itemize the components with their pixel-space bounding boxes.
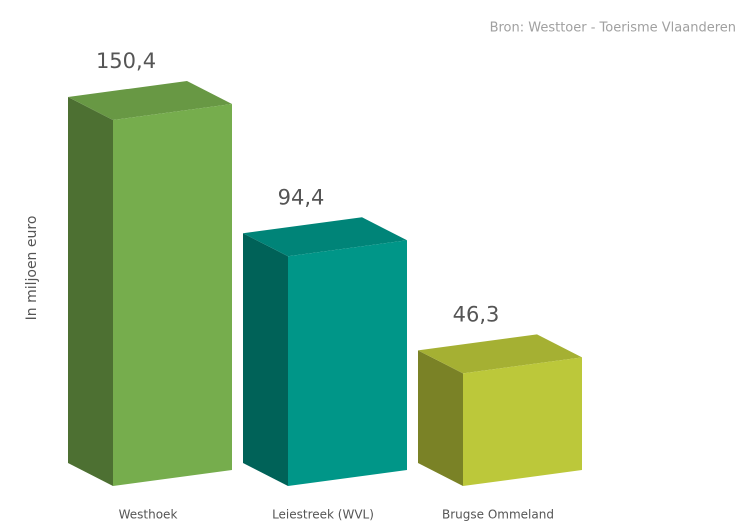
bar-top bbox=[418, 334, 582, 374]
value-label: 46,3 bbox=[453, 302, 500, 326]
bar-top bbox=[243, 217, 407, 257]
x-tick-label: Leiestreek (WVL) bbox=[272, 508, 374, 522]
bar-side bbox=[418, 350, 463, 486]
bar bbox=[113, 104, 232, 486]
x-tick-label: Brugse Ommeland bbox=[442, 508, 554, 522]
bar-top bbox=[68, 81, 232, 120]
bar-side bbox=[68, 97, 113, 486]
value-label: 94,4 bbox=[278, 185, 325, 209]
bar bbox=[288, 240, 407, 486]
source: Bron: Westtoer - Toerisme Vlaanderen bbox=[490, 21, 736, 36]
value-label: 150,4 bbox=[96, 49, 156, 73]
y-axis-label: In miljoen euro bbox=[24, 216, 40, 321]
bar bbox=[463, 357, 582, 486]
x-tick-label: Westhoek bbox=[119, 508, 178, 522]
bar-side bbox=[243, 233, 288, 486]
